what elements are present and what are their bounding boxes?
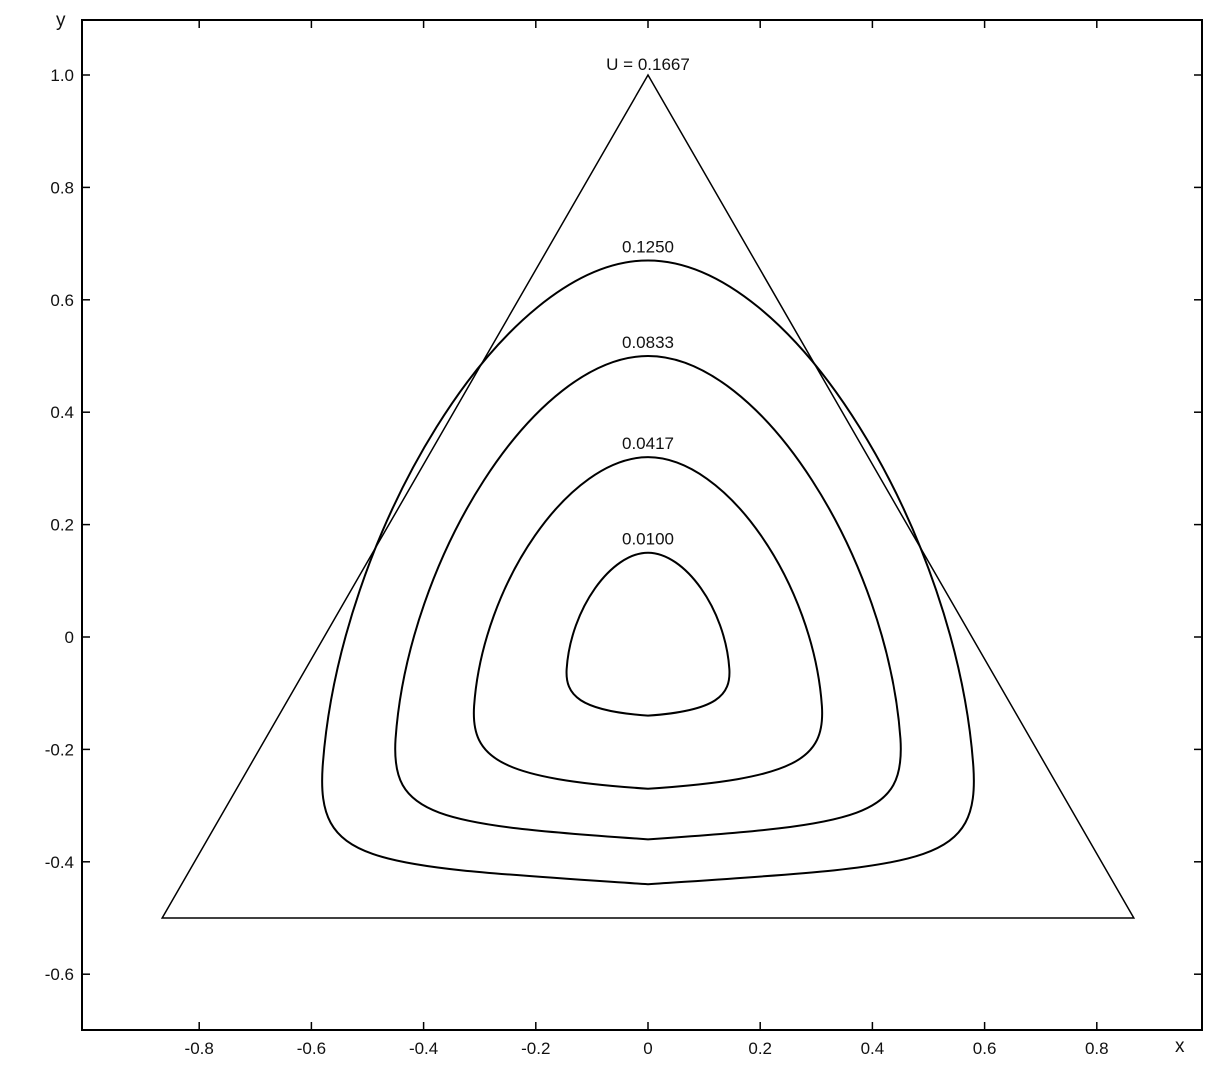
- contour-line: [321, 259, 975, 886]
- y-tick-label: 0.4: [50, 403, 74, 422]
- triangle-boundary: [160, 73, 1136, 919]
- y-tick-label: 0.2: [50, 516, 74, 535]
- y-tick-label: -0.2: [45, 740, 74, 759]
- y-tick-label: 0: [65, 628, 74, 647]
- y-tick-label: 1.0: [50, 66, 74, 85]
- x-tick-label: -0.6: [297, 1039, 326, 1058]
- x-tick-label: 0.2: [748, 1039, 772, 1058]
- contour-line: [394, 354, 902, 841]
- x-tick-label: -0.4: [409, 1039, 438, 1058]
- x-tick-label: -0.2: [521, 1039, 550, 1058]
- contour-label: 0.0833: [622, 333, 674, 352]
- contour-line: [472, 456, 824, 790]
- contour-line: [565, 551, 731, 717]
- axis-ticks: -0.8 -0.6 -0.4 -0.2 0 0.2 0.4 0.6 0.8 1.0 0.8 0.6 0.…: [45, 20, 1202, 1058]
- x-tick-label: 0.4: [861, 1039, 885, 1058]
- boundary-triangle: [160, 73, 1136, 919]
- contour-label: 0.0417: [622, 434, 674, 453]
- y-tick-label: 0.8: [50, 178, 74, 197]
- x-tick-label: 0.6: [973, 1039, 997, 1058]
- contour-lines: 0.1250 0.0833 0.0417 0.0100: [321, 237, 975, 886]
- x-tick-label: 0: [643, 1039, 652, 1058]
- y-axis-label: y: [56, 10, 66, 31]
- x-axis-label: x: [1175, 1036, 1185, 1057]
- y-tick-label: -0.6: [45, 965, 74, 984]
- y-tick-label: 0.6: [50, 291, 74, 310]
- y-tick-label: -0.4: [45, 853, 74, 872]
- contour-label: 0.1250: [622, 237, 674, 256]
- contour-label: 0.0100: [622, 530, 674, 549]
- boundary-value-label: U = 0.1667: [606, 55, 690, 74]
- x-tick-label: -0.8: [185, 1039, 214, 1058]
- plot-frame: [81, 19, 1203, 1031]
- x-tick-label: 0.8: [1085, 1039, 1109, 1058]
